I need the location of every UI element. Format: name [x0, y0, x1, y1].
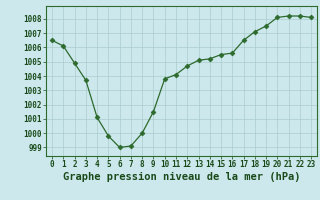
X-axis label: Graphe pression niveau de la mer (hPa): Graphe pression niveau de la mer (hPa)	[63, 172, 300, 182]
